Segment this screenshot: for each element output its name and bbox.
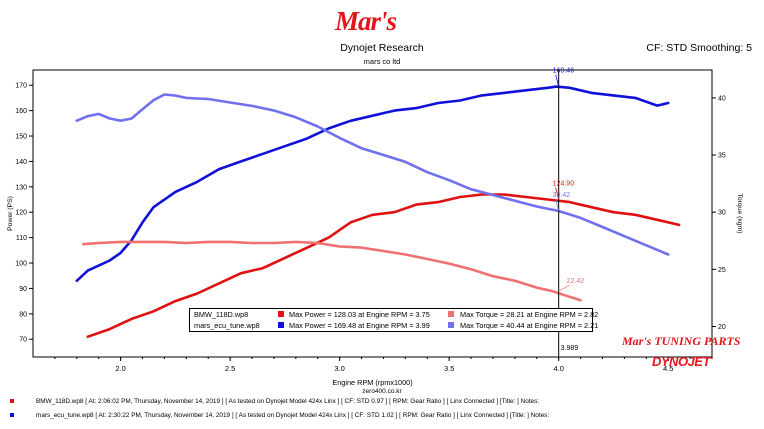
correction-info: CF: STD Smoothing: 5 — [646, 42, 752, 54]
annotation-1: 124.90 — [553, 181, 575, 188]
x-tick-label-4: 4.0 — [553, 364, 563, 373]
run-info-2: mars_ecu_tune.wp8 [ At: 2:30:22 PM, Thur… — [10, 412, 549, 419]
run-info-1-text: BMW_118D.wp8 [ At: 2:06:02 PM, Thursday,… — [36, 398, 540, 405]
y-left-tick-label-5: 120 — [15, 210, 27, 217]
website-label: zero400.co.kr — [362, 388, 402, 395]
x-tick-label-3: 3.5 — [444, 364, 454, 373]
legend-swatch-torque-1 — [448, 311, 454, 317]
annotation-0: 169.46 — [553, 68, 575, 75]
annotation-pointer-3 — [558, 284, 570, 292]
series-power-run1 — [86, 193, 681, 339]
logo: Mar's — [335, 6, 397, 36]
legend-file-2: mars_ecu_tune.wp8 — [194, 321, 260, 330]
run-info-2-text: mars_ecu_tune.wp8 [ At: 2:30:22 PM, Thur… — [36, 412, 550, 419]
legend-torque-1: Max Torque = 28.21 at Engine RPM = 2.82 — [460, 310, 599, 319]
legend-file-1: BMW_118D.wp8 — [194, 310, 249, 319]
y-left-axis-label: Power (PS) — [7, 196, 14, 231]
run-swatch-1 — [10, 399, 14, 404]
y-left-tick-label-1: 80 — [19, 311, 27, 318]
legend: BMW_118D.wp8 Max Power = 128.03 at Engin… — [189, 308, 598, 332]
annotation-2: 30.42 — [553, 192, 571, 199]
x-tick-label-0: 2.0 — [115, 364, 125, 373]
y-left-tick-label-8: 150 — [15, 134, 27, 141]
y-left-tick-label-4: 110 — [16, 235, 27, 242]
legend-swatch-power-1 — [278, 311, 284, 317]
watermark-text: Mar's TUNING PARTS — [621, 334, 741, 348]
legend-swatch-power-2 — [278, 322, 284, 328]
y-left-tick-label-7: 140 — [15, 159, 27, 166]
run-swatch-2 — [10, 413, 14, 418]
y-right-tick-label-0: 20 — [718, 324, 726, 331]
plot-frame — [32, 69, 713, 358]
y-right-tick-label-2: 30 — [718, 210, 726, 217]
y-right-tick-label-1: 25 — [718, 267, 726, 274]
x-axis-label: Engine RPM (rpmx1000) — [332, 378, 412, 387]
run-info-1: BMW_118D.wp8 [ At: 2:06:02 PM, Thursday,… — [10, 398, 539, 405]
x-tick-label-1: 2.5 — [225, 364, 235, 373]
legend-torque-2: Max Torque = 40.44 at Engine RPM = 2.21 — [460, 321, 599, 330]
chart-title: Dynojet Research — [340, 42, 424, 54]
y-left-tick-label-9: 160 — [15, 108, 27, 115]
legend-swatch-torque-2 — [448, 322, 454, 328]
annotation-pointer-2 — [555, 198, 560, 212]
legend-power-2: Max Power = 169.48 at Engine RPM = 3.99 — [289, 321, 430, 330]
y-left-tick-label-10: 170 — [15, 83, 27, 90]
y-left-tick-label-6: 130 — [15, 184, 27, 191]
annotation-pointer-0 — [555, 74, 560, 87]
y-right-tick-label-4: 40 — [718, 95, 726, 102]
series-torque-run2 — [75, 93, 670, 256]
dynojet-brand-mark: DYNOJET — [652, 354, 711, 369]
annotation-3: 22.42 — [567, 278, 585, 285]
y-right-axis-label: Torque (kgm) — [736, 193, 743, 233]
rpm-cursor-label: 3.989 — [561, 345, 579, 352]
y-left-tick-label-0: 70 — [19, 337, 27, 344]
legend-power-1: Max Power = 128.03 at Engine RPM = 3.75 — [289, 310, 430, 319]
y-left-tick-label-3: 100 — [15, 261, 27, 268]
series-torque-run1 — [82, 240, 582, 302]
annotation-pointer-1 — [555, 187, 560, 200]
y-left-tick-label-2: 90 — [19, 286, 27, 293]
x-tick-label-5: 4.5 — [663, 364, 673, 373]
chart-subtitle: mars co ltd — [363, 57, 401, 66]
x-tick-label-2: 3.0 — [334, 364, 344, 373]
y-right-tick-label-3: 35 — [718, 153, 726, 160]
series-power-run2 — [75, 85, 670, 283]
